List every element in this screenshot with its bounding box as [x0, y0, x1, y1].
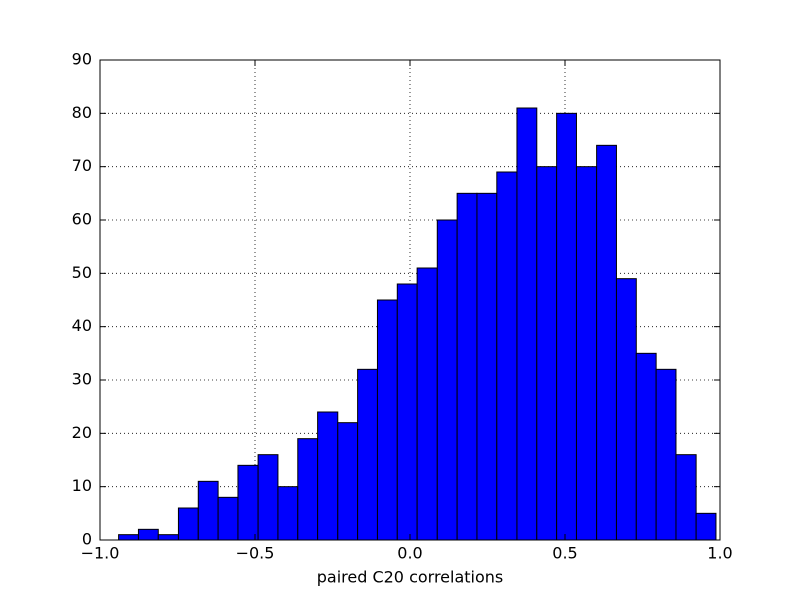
y-tick-label: 30: [72, 370, 92, 389]
histogram-bar: [655, 368, 677, 541]
histogram-bar: [575, 166, 598, 541]
tick-layer: 0 10 20 30 40 50 60 70 80 90 −1.0 −0.5 0.0 0.5 1.0: [72, 50, 733, 563]
histogram-bar: [436, 219, 458, 541]
x-tick-label: 0.5: [552, 544, 577, 563]
histogram-bar: [536, 166, 558, 541]
histogram-bar: [197, 480, 219, 541]
histogram-bar: [317, 411, 339, 541]
y-tick-label: 20: [72, 423, 92, 442]
histogram-bar: [357, 368, 378, 541]
histogram-bar: [118, 534, 139, 541]
histogram-bar: [157, 534, 179, 541]
histogram-bar: [615, 278, 637, 541]
histogram-bar: [556, 112, 577, 541]
x-tick-label: −0.5: [236, 544, 275, 563]
histogram-bar: [177, 507, 199, 541]
histogram-bar: [217, 496, 239, 541]
x-tick-label: 0.0: [397, 544, 422, 563]
histogram-bar: [396, 283, 418, 541]
histogram-bar: [297, 438, 319, 541]
histogram-bar: [496, 171, 518, 541]
histogram-bar: [277, 486, 299, 541]
histogram-bar: [456, 192, 478, 541]
histogram-bar: [376, 299, 398, 541]
bar-layer: [118, 107, 717, 541]
y-tick-label: 10: [72, 476, 92, 495]
histogram-bar: [137, 528, 159, 541]
x-tick-label: 1.0: [707, 544, 732, 563]
y-tick-label: 70: [72, 156, 92, 175]
histogram-bar: [635, 352, 657, 541]
x-tick-label: −1.0: [81, 544, 120, 563]
histogram-bar: [596, 144, 617, 541]
histogram-bar: [516, 107, 538, 541]
y-tick-label: 0: [82, 530, 92, 549]
histogram-bar: [237, 464, 259, 541]
histogram-bar: [476, 192, 498, 541]
x-axis-label: paired C20 correlations: [317, 568, 504, 587]
histogram-bar: [337, 422, 359, 541]
histogram-bar: [416, 267, 438, 541]
y-tick-label: 90: [72, 50, 92, 69]
histogram-bar: [257, 454, 279, 541]
y-tick-label: 80: [72, 103, 92, 122]
y-tick-label: 60: [72, 210, 92, 229]
y-tick-label: 50: [72, 263, 92, 282]
histogram-bar: [675, 454, 697, 541]
histogram-bar: [695, 512, 717, 541]
y-tick-label: 40: [72, 316, 92, 335]
